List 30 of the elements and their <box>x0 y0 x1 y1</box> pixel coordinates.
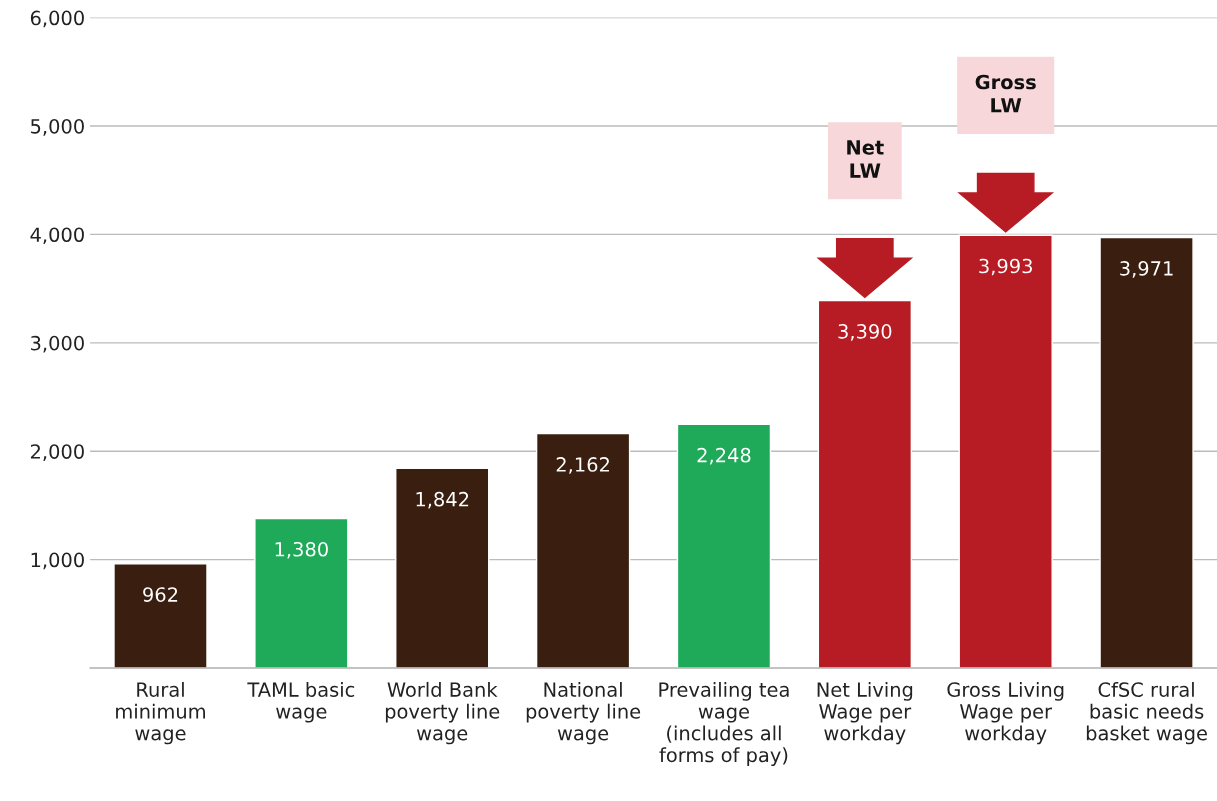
x-tick-label: National poverty line wage <box>526 681 641 745</box>
data-label: 3,390 <box>838 324 892 341</box>
x-tick-label: TAML basic wage <box>247 681 355 723</box>
bar <box>535 432 631 669</box>
y-tick-label: 2,000 <box>30 444 84 461</box>
y-tick-label: 4,000 <box>30 227 84 245</box>
data-label: 1,380 <box>275 541 328 559</box>
x-tick-label: Rural minimum wage <box>116 681 205 745</box>
y-tick-label: 3,000 <box>31 335 84 353</box>
x-tick-label: Net Living Wage per workday <box>817 681 913 745</box>
data-label: 1,842 <box>416 491 469 509</box>
data-label: 2,162 <box>556 457 609 474</box>
x-tick-label: World Bank poverty line wage <box>385 681 500 745</box>
bar <box>676 423 772 669</box>
data-label: 2,248 <box>697 447 751 465</box>
y-tick-label: 5,000 <box>31 118 84 136</box>
bar <box>113 563 208 669</box>
x-tick-label: Gross Living Wage per workday <box>947 681 1064 745</box>
bar <box>395 467 490 669</box>
annotation: Gross LW <box>975 74 1036 113</box>
data-label: 3,971 <box>1120 261 1173 278</box>
annotation: Net LW <box>847 140 884 178</box>
bar <box>254 517 349 669</box>
data-label: 3,993 <box>979 258 1032 276</box>
x-tick-label: Prevailing tea wage (includes all forms of pay) <box>659 681 789 767</box>
x-tick-label: CfSC rural basic needs basket wage <box>1086 681 1207 745</box>
y-tick-label: 1,000 <box>31 552 84 570</box>
bar <box>1099 236 1194 669</box>
y-tick-label: 6,000 <box>30 10 84 28</box>
data-label: 962 <box>143 587 178 602</box>
